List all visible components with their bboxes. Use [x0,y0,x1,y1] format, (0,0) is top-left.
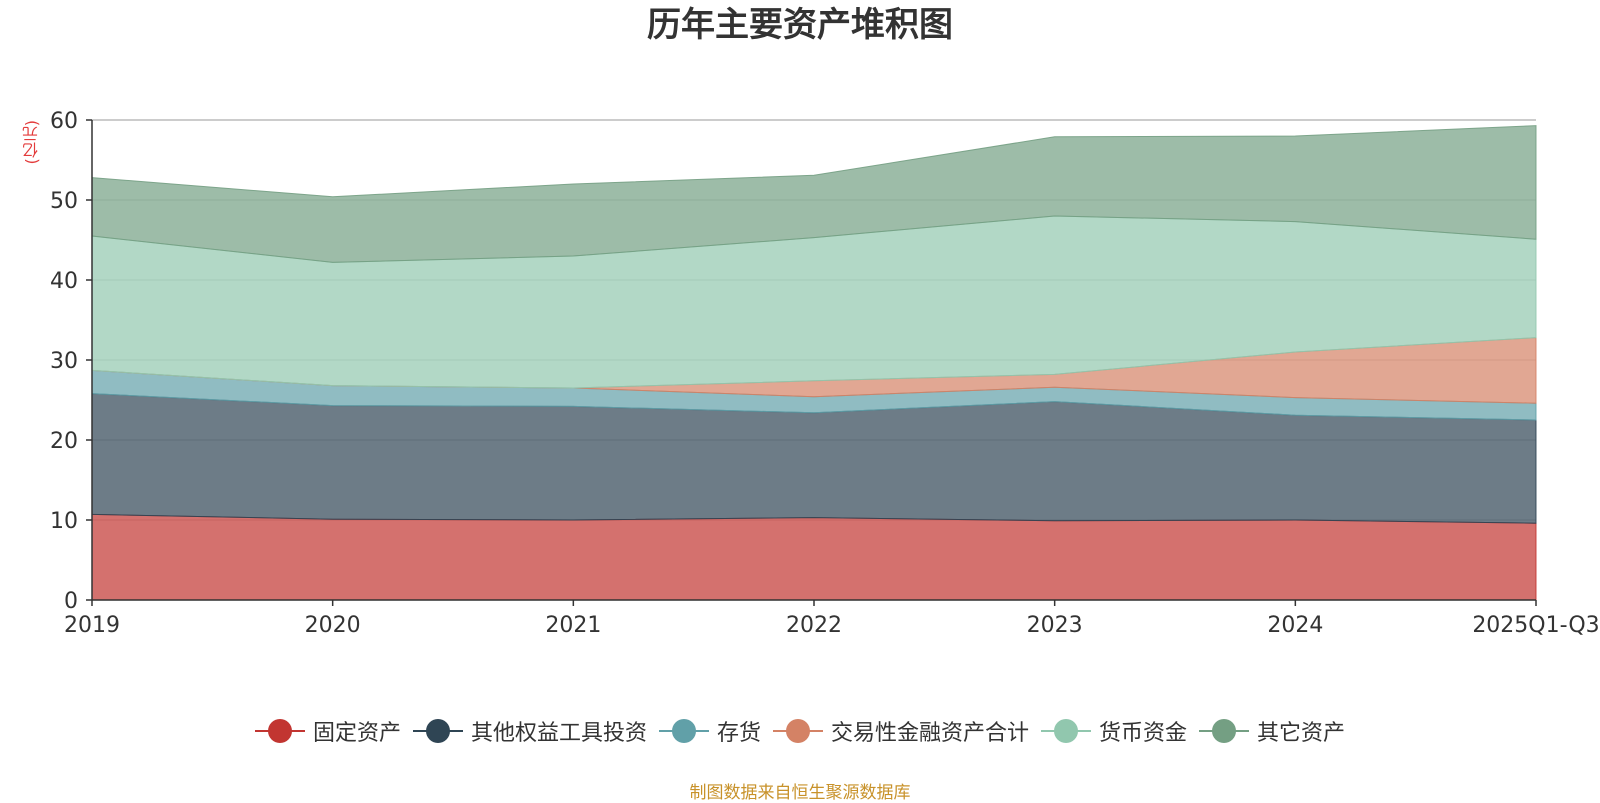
chart-legend: 固定资产 其他权益工具投资 存货 交易性金融资产合计 货币资金 其它资产 [0,715,1600,747]
legend-label: 其它资产 [1257,721,1346,746]
area-series-1 [91,513,1537,601]
x-tick-label: 2023 [1027,613,1083,638]
y-tick-label: 20 [50,429,78,454]
x-tick-label: 2025Q1-Q3 [1472,613,1599,638]
legend-marker [412,719,463,743]
x-tick-label: 2019 [64,613,120,638]
legend-label: 货币资金 [1099,721,1188,746]
legend-item-5[interactable]: 货币资金 [1041,715,1187,747]
legend-label: 存货 [716,721,761,746]
data-source-note: 制图数据来自恒生聚源数据库 [689,783,911,803]
chart-title: 历年主要资产堆积图 [647,5,953,45]
legend-item-3[interactable]: 存货 [658,715,761,747]
legend-item-2[interactable]: 其他权益工具投资 [412,715,647,747]
legend-marker [773,719,823,743]
legend-item-1[interactable]: 固定资产 [254,715,401,747]
area-series-6 [91,125,1537,263]
x-tick-label: 2024 [1267,613,1323,638]
legend-dot [671,719,696,743]
legend-dot [267,719,292,743]
legend-dot [1212,719,1237,743]
legend-marker [254,719,305,743]
x-tick-label: 2020 [305,613,361,638]
x-tick-label: 2021 [545,613,601,638]
legend-label: 固定资产 [312,721,401,746]
legend-marker [658,719,709,743]
y-tick-label: 40 [50,269,78,294]
x-tick-label: 2022 [786,613,842,638]
legend-dot [786,719,810,743]
legend-marker [1199,719,1250,743]
legend-dot [1054,719,1079,743]
legend-item-6[interactable]: 其它资产 [1199,715,1345,747]
legend-dot [425,719,450,743]
y-tick-label: 30 [50,349,78,374]
legend-item-4[interactable]: 交易性金融资产合计 [773,715,1029,747]
y-tick-label: 50 [50,189,78,214]
y-tick-label: 0 [64,589,78,614]
legend-label: 其他权益工具投资 [470,721,647,746]
legend-marker [1041,719,1092,743]
y-tick-label: 60 [50,109,78,134]
legend-label: 交易性金融资产合计 [831,721,1030,746]
y-tick-label: 10 [50,509,78,534]
